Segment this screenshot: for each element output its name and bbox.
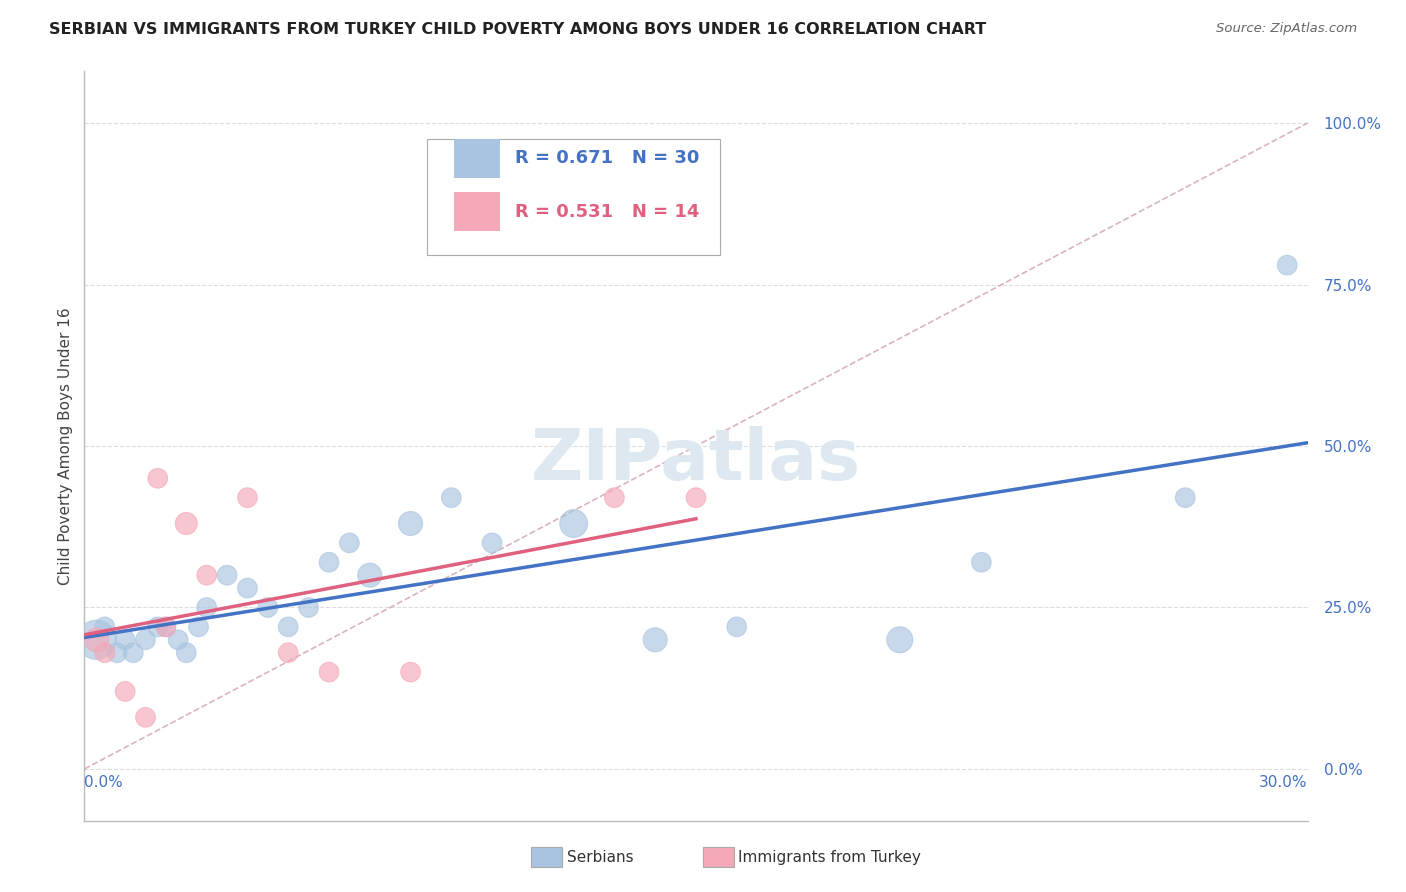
Point: [644, 632, 666, 647]
Point: [440, 491, 463, 505]
Text: SERBIAN VS IMMIGRANTS FROM TURKEY CHILD POVERTY AMONG BOYS UNDER 16 CORRELATION : SERBIAN VS IMMIGRANTS FROM TURKEY CHILD …: [49, 22, 987, 37]
Point: [105, 646, 128, 660]
Point: [318, 665, 340, 679]
Point: [359, 568, 381, 582]
Point: [399, 665, 422, 679]
Point: [399, 516, 422, 531]
Point: [135, 710, 157, 724]
Point: [135, 632, 157, 647]
Point: [236, 581, 259, 595]
Point: [146, 471, 169, 485]
Point: [187, 620, 209, 634]
Point: [86, 632, 108, 647]
Point: [114, 684, 136, 698]
Point: [277, 646, 299, 660]
Text: Serbians: Serbians: [567, 850, 633, 864]
Point: [298, 600, 321, 615]
Text: R = 0.531   N = 14: R = 0.531 N = 14: [515, 203, 699, 221]
Point: [685, 491, 707, 505]
Point: [155, 620, 177, 634]
Text: 30.0%: 30.0%: [1260, 775, 1308, 790]
Point: [725, 620, 748, 634]
Point: [195, 568, 218, 582]
Point: [257, 600, 280, 615]
Text: Source: ZipAtlas.com: Source: ZipAtlas.com: [1216, 22, 1357, 36]
Point: [1277, 258, 1299, 272]
Point: [155, 620, 177, 634]
Point: [93, 646, 115, 660]
Point: [1174, 491, 1197, 505]
Point: [236, 491, 259, 505]
Point: [93, 620, 115, 634]
Point: [86, 632, 108, 647]
Point: [481, 536, 503, 550]
Point: [195, 600, 218, 615]
Point: [603, 491, 626, 505]
FancyBboxPatch shape: [454, 139, 501, 178]
Point: [167, 632, 190, 647]
Point: [114, 632, 136, 647]
Point: [562, 516, 585, 531]
Text: R = 0.671   N = 30: R = 0.671 N = 30: [515, 149, 699, 167]
Point: [277, 620, 299, 634]
Text: Immigrants from Turkey: Immigrants from Turkey: [738, 850, 921, 864]
FancyBboxPatch shape: [427, 139, 720, 255]
Text: ZIPatlas: ZIPatlas: [531, 426, 860, 495]
Y-axis label: Child Poverty Among Boys Under 16: Child Poverty Among Boys Under 16: [58, 307, 73, 585]
Text: 0.0%: 0.0%: [84, 775, 124, 790]
Point: [889, 632, 911, 647]
FancyBboxPatch shape: [454, 192, 501, 231]
Point: [970, 555, 993, 569]
Point: [146, 620, 169, 634]
Point: [174, 516, 197, 531]
Point: [122, 646, 145, 660]
Point: [318, 555, 340, 569]
Point: [217, 568, 239, 582]
Point: [174, 646, 197, 660]
Point: [339, 536, 361, 550]
